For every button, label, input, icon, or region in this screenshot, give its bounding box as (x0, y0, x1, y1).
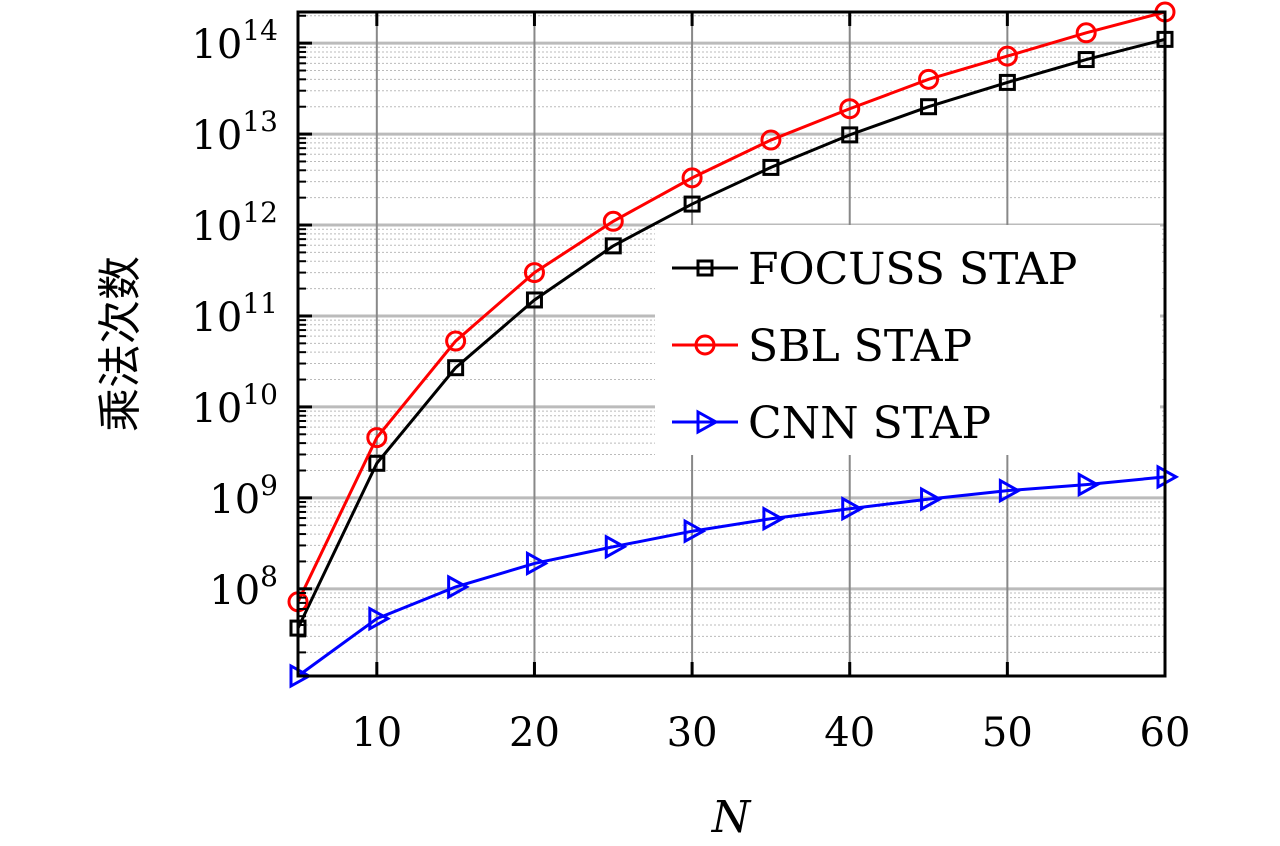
y-tick-label: 1011 (191, 287, 278, 341)
cnn-stap-point (762, 506, 785, 532)
sbl-stap-point (839, 98, 861, 120)
y-tick-label: 1014 (191, 14, 278, 68)
cnn-stap-point (998, 478, 1022, 504)
focuss-stap-point (762, 158, 780, 176)
focuss-stap-point (525, 291, 543, 309)
y-tick-label: 1012 (191, 196, 278, 250)
focuss-stap-point (998, 73, 1016, 91)
legend-label-focuss-stap: FOCUSS STAP (748, 244, 1077, 295)
focuss-stap-point (604, 237, 622, 255)
cnn-stap-line (297, 475, 1166, 678)
y-tick-label: 1010 (191, 378, 278, 432)
y-tick-label: 1013 (191, 105, 278, 159)
cnn-stap-point (604, 534, 628, 560)
cnn-stap-point (368, 606, 391, 632)
legend-marker-sbl-stap (694, 334, 716, 356)
sbl-stap-point (523, 262, 545, 284)
cnn-stap-point (447, 574, 470, 600)
cnn-stap-point (525, 550, 549, 577)
cnn-stap-point (841, 496, 864, 522)
focuss-stap-point (447, 359, 465, 377)
x-tick-label: 50 (982, 710, 1033, 756)
x-axis-label: N (711, 792, 752, 843)
sbl-stap-point (918, 68, 940, 90)
legend: FOCUSS STAP SBL STAP CNN STAP (655, 225, 1160, 455)
axes: 108 109 1010 1011 1012 1013 1014 10 20 30 40 50 60 (191, 12, 1190, 756)
cnn-stap-point (289, 663, 313, 689)
sbl-stap-line (296, 10, 1166, 603)
cnn-stap-point (683, 518, 707, 544)
sbl-stap-point (760, 129, 782, 151)
cnn-stap-point (920, 486, 943, 512)
x-tick-label: 60 (1140, 710, 1191, 756)
x-tick-label: 40 (824, 710, 875, 756)
cnn-stap-point (1077, 472, 1101, 498)
legend-marker-focuss-stap (696, 259, 714, 277)
focuss-stap-line (296, 37, 1166, 629)
focuss-stap-point (683, 195, 701, 213)
legend-marker-cnn-stap (696, 409, 720, 435)
sbl-stap-point (1075, 22, 1097, 44)
legend-label-cnn-stap: CNN STAP (748, 398, 991, 449)
y-tick-label: 108 (209, 560, 278, 614)
focuss-stap-point (920, 98, 938, 116)
series-group (287, 1, 1180, 689)
legend-label-sbl-stap: SBL STAP (748, 321, 972, 372)
focuss-stap-point (368, 454, 386, 472)
sbl-stap-point (602, 210, 624, 232)
cnn-stap-point (1156, 464, 1180, 490)
sbl-stap-point (681, 167, 703, 189)
x-tick-label: 10 (351, 710, 402, 756)
legend-box (655, 225, 1160, 455)
sbl-stap-point (366, 427, 388, 449)
focuss-stap-point (1077, 51, 1095, 69)
focuss-stap-point (841, 126, 859, 144)
sbl-stap-point (996, 45, 1018, 67)
y-tick-label: 109 (209, 469, 278, 523)
x-tick-label: 30 (667, 710, 718, 756)
sbl-stap-point (445, 330, 467, 352)
x-tick-label: 20 (509, 710, 560, 756)
y-axis-label: 乘法次数 (95, 256, 146, 432)
